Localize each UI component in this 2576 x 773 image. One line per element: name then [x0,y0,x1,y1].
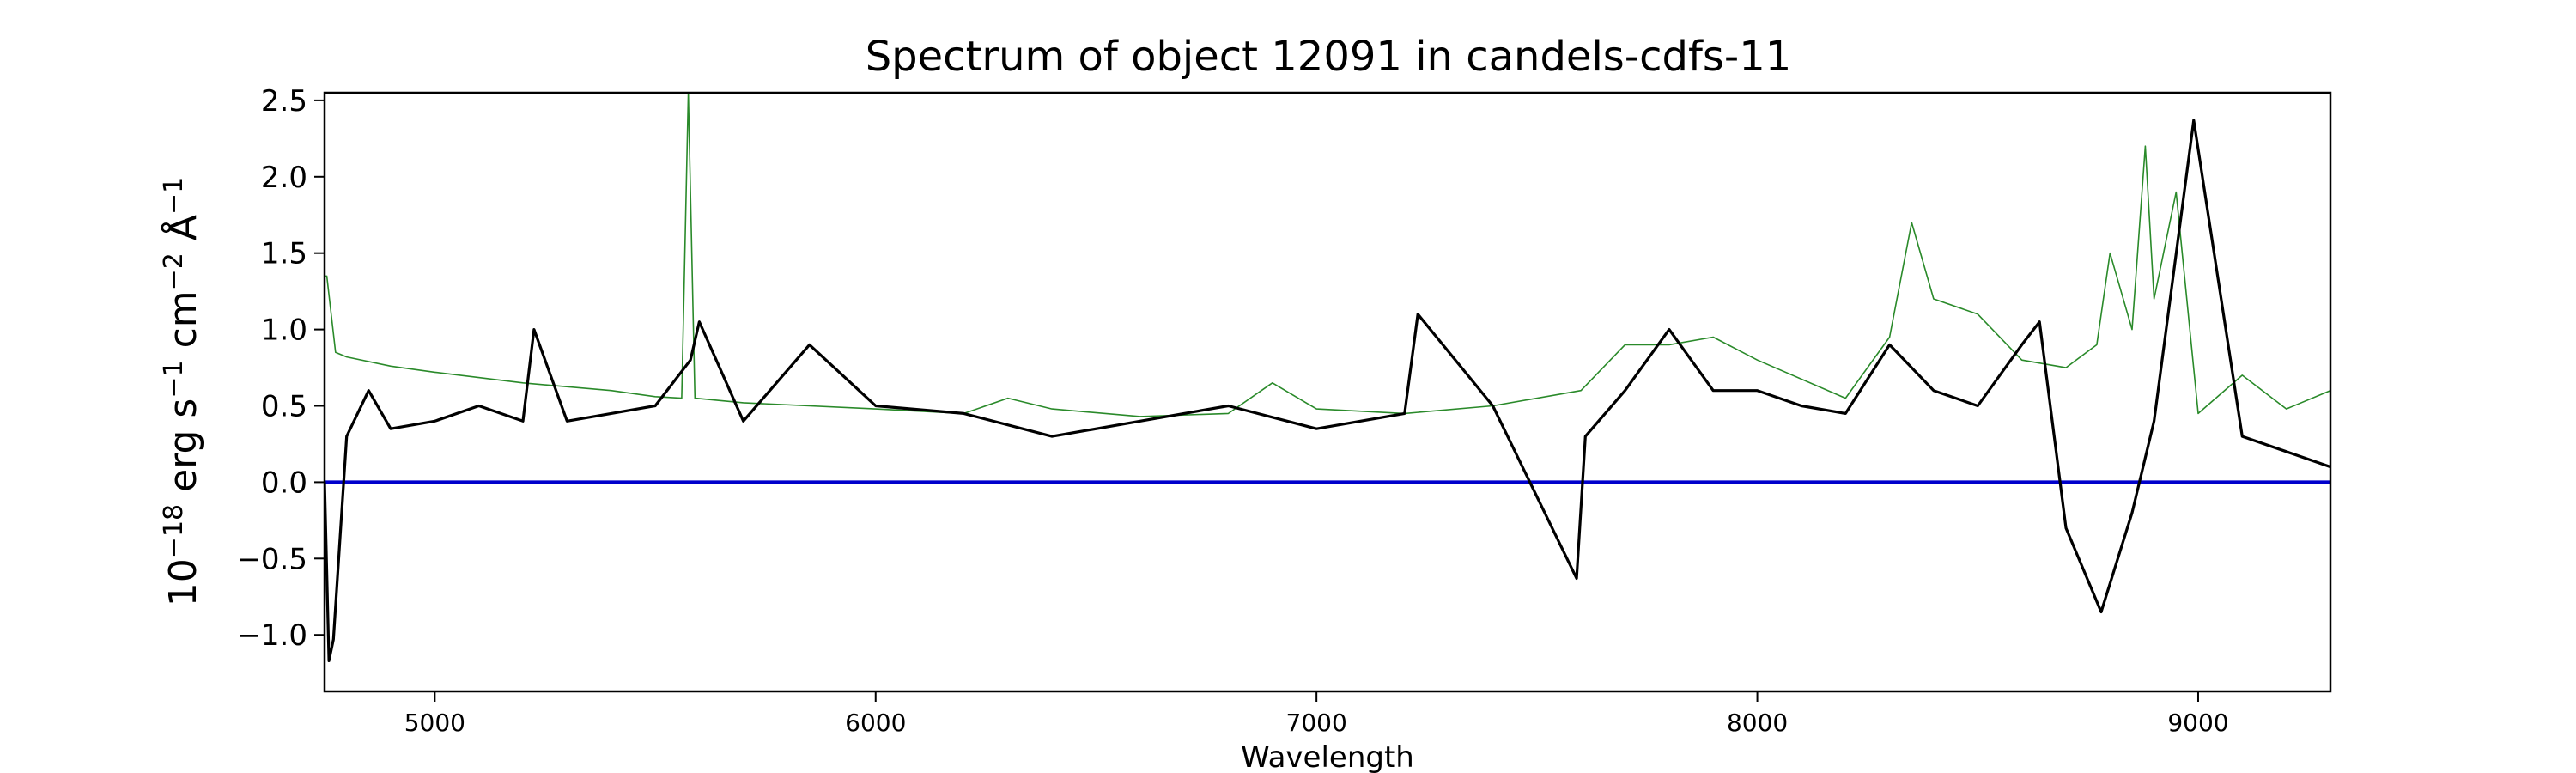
y-label-exp1: −18 [159,504,189,558]
y-tick-label: 2.0 [261,161,307,195]
flux-series-line [325,119,2330,663]
plot-frame [323,91,2332,693]
x-tick-label: 8000 [1727,709,1788,737]
y-tick-label: 1.0 [261,313,307,348]
y-label-exp4: −1 [159,177,189,215]
y-axis: −1.0 −0.5 0.0 0.5 1.0 1.5 2.0 2.5 [236,84,325,653]
y-tick-label: −1.0 [236,618,307,653]
y-tick-label: 0.0 [261,466,307,500]
x-tick-label: 6000 [845,709,906,737]
y-axis-label: 10−18 erg s−1 cm−2 Å−1 [159,177,205,606]
y-label-exp2: −1 [159,360,189,398]
y-tick-label: 0.5 [261,390,307,424]
error-series-line [325,93,2330,417]
x-axis-label: Wavelength [1241,740,1414,773]
y-label-mid3: Å [160,215,205,253]
y-tick-label: 2.5 [261,84,307,119]
x-axis: 5000 6000 7000 8000 9000 [404,691,2229,737]
y-label-base: 10 [161,558,205,606]
y-label-mid2: cm [161,290,205,360]
x-tick-label: 7000 [1286,709,1347,737]
chart-title: Spectrum of object 12091 in candels-cdfs… [866,33,1792,81]
y-tick-label: −0.5 [236,542,307,576]
x-tick-label: 9000 [2167,709,2228,737]
y-label-mid1: erg s [161,399,205,504]
x-tick-label: 5000 [404,709,465,737]
y-tick-label: 1.5 [261,237,307,271]
series-layer [325,93,2330,663]
y-label-exp3: −2 [159,253,189,290]
